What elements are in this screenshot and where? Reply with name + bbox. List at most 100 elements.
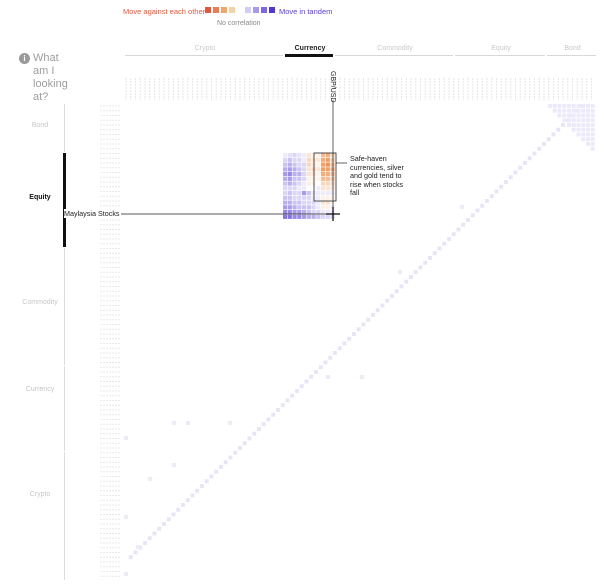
heatmap-cell	[325, 176, 330, 181]
heatmap-cell	[292, 195, 297, 200]
heatmap-cell	[316, 191, 321, 196]
bond-cell	[586, 118, 590, 123]
heatmap-cell	[321, 153, 326, 158]
diagonal-cell	[504, 180, 508, 184]
heatmap-cell	[306, 200, 311, 205]
heatmap-cell	[287, 172, 292, 177]
top-category-commodity[interactable]: Commodity	[377, 45, 413, 52]
legend-positive-swatch	[261, 7, 267, 13]
heatmap-cell	[306, 172, 311, 177]
diagonal-cell	[470, 213, 475, 218]
diagonal-cell	[409, 275, 413, 279]
bond-cell	[557, 113, 562, 118]
bond-cell	[581, 123, 586, 127]
diagonal-cell	[147, 536, 152, 541]
heatmap-cell	[325, 214, 330, 219]
heatmap-cell	[302, 205, 307, 210]
heatmap-cell	[311, 210, 316, 215]
top-category-crypto[interactable]: Crypto	[194, 45, 216, 52]
heatmap-cell	[316, 200, 321, 205]
diagonal-cell	[342, 341, 347, 346]
heatmap-cell	[297, 205, 302, 210]
diagonal-cell	[238, 446, 242, 450]
bond-cell	[562, 108, 567, 113]
diagonal-cell	[385, 298, 390, 303]
diagonal-cell	[532, 151, 537, 156]
heatmap-cell	[360, 375, 364, 379]
bond-cell	[590, 132, 595, 137]
diagonal-cell	[185, 498, 190, 503]
heatmap-cell	[325, 157, 330, 162]
heatmap-cell	[287, 162, 292, 167]
top-category-currency[interactable]: Currency	[294, 45, 326, 52]
diagonal-cell	[423, 260, 428, 265]
diagonal-cell	[333, 351, 337, 355]
legend-negative-label: Move against each other	[123, 7, 206, 16]
legend-negative-swatch	[213, 7, 219, 13]
heatmap-cell	[316, 167, 321, 172]
bond-cell	[586, 137, 590, 142]
info-question[interactable]: What am I looking at?	[33, 52, 68, 103]
diagonal-cell	[242, 441, 247, 446]
side-category-equity[interactable]: Equity	[29, 194, 51, 201]
diagonal-cell	[561, 123, 565, 127]
diagonal-cell	[489, 194, 494, 199]
diagonal-cell	[380, 303, 385, 308]
diagonal-cell	[461, 222, 466, 227]
bond-cell	[562, 104, 567, 108]
info-icon[interactable]: i	[19, 53, 30, 64]
heatmap-cell	[330, 172, 335, 177]
heatmap-cell	[292, 210, 297, 215]
heatmap-cell	[325, 210, 330, 215]
bond-cell	[576, 108, 581, 113]
bond-cell	[590, 127, 595, 132]
heatmap-cell	[287, 210, 292, 215]
diagonal-cell	[162, 522, 166, 526]
heatmap-cell	[228, 421, 232, 425]
diagonal-cell	[399, 284, 404, 289]
diagonal-cell	[337, 346, 342, 351]
side-category-commodity[interactable]: Commodity	[22, 299, 58, 306]
heatmap-cell	[321, 205, 326, 210]
diagonal-cell	[257, 427, 261, 431]
heatmap-cell	[306, 157, 311, 162]
bond-cell	[590, 104, 595, 108]
top-category-rule	[125, 55, 283, 56]
bond-cell	[590, 146, 595, 151]
heatmap-cell	[321, 210, 326, 215]
legend-positive-label: Move in tandem	[279, 7, 333, 16]
heatmap-cell	[311, 176, 316, 181]
top-category-bond[interactable]: Bond	[564, 45, 581, 52]
heatmap-cell	[306, 186, 311, 191]
diagonal-cell	[266, 417, 271, 422]
top-category-equity[interactable]: Equity	[491, 45, 511, 52]
diagonal-cell	[328, 355, 333, 360]
legend-negative-swatch	[205, 7, 211, 13]
heatmap-cell	[136, 545, 140, 549]
bond-cell	[586, 123, 590, 127]
heatmap-cell	[316, 157, 321, 162]
legend-positive-swatch	[253, 7, 259, 13]
bond-cell	[567, 123, 571, 127]
heatmap-cell	[287, 214, 292, 219]
heatmap-cell	[297, 200, 302, 205]
bond-cell	[562, 118, 567, 123]
bond-cell	[576, 127, 581, 132]
side-category-currency[interactable]: Currency	[25, 386, 55, 393]
diagonal-cell	[537, 146, 542, 151]
side-category-bond[interactable]: Bond	[31, 122, 49, 129]
heatmap-cell	[292, 186, 297, 191]
heatmap-cell	[302, 200, 307, 205]
diagonal-cell	[361, 322, 366, 327]
heatmap-cell	[283, 162, 288, 167]
hover-row-label: Maylaysia Stocks	[64, 209, 120, 218]
diagonal-cell	[556, 127, 561, 132]
heatmap-cell	[172, 421, 176, 425]
side-category-crypto[interactable]: Crypto	[29, 491, 51, 498]
side-category-rule	[63, 153, 66, 247]
heatmap-cell	[297, 210, 302, 215]
diagonal-cell	[285, 398, 290, 403]
heatmap-cell	[325, 191, 330, 196]
top-category-rule	[285, 54, 333, 57]
